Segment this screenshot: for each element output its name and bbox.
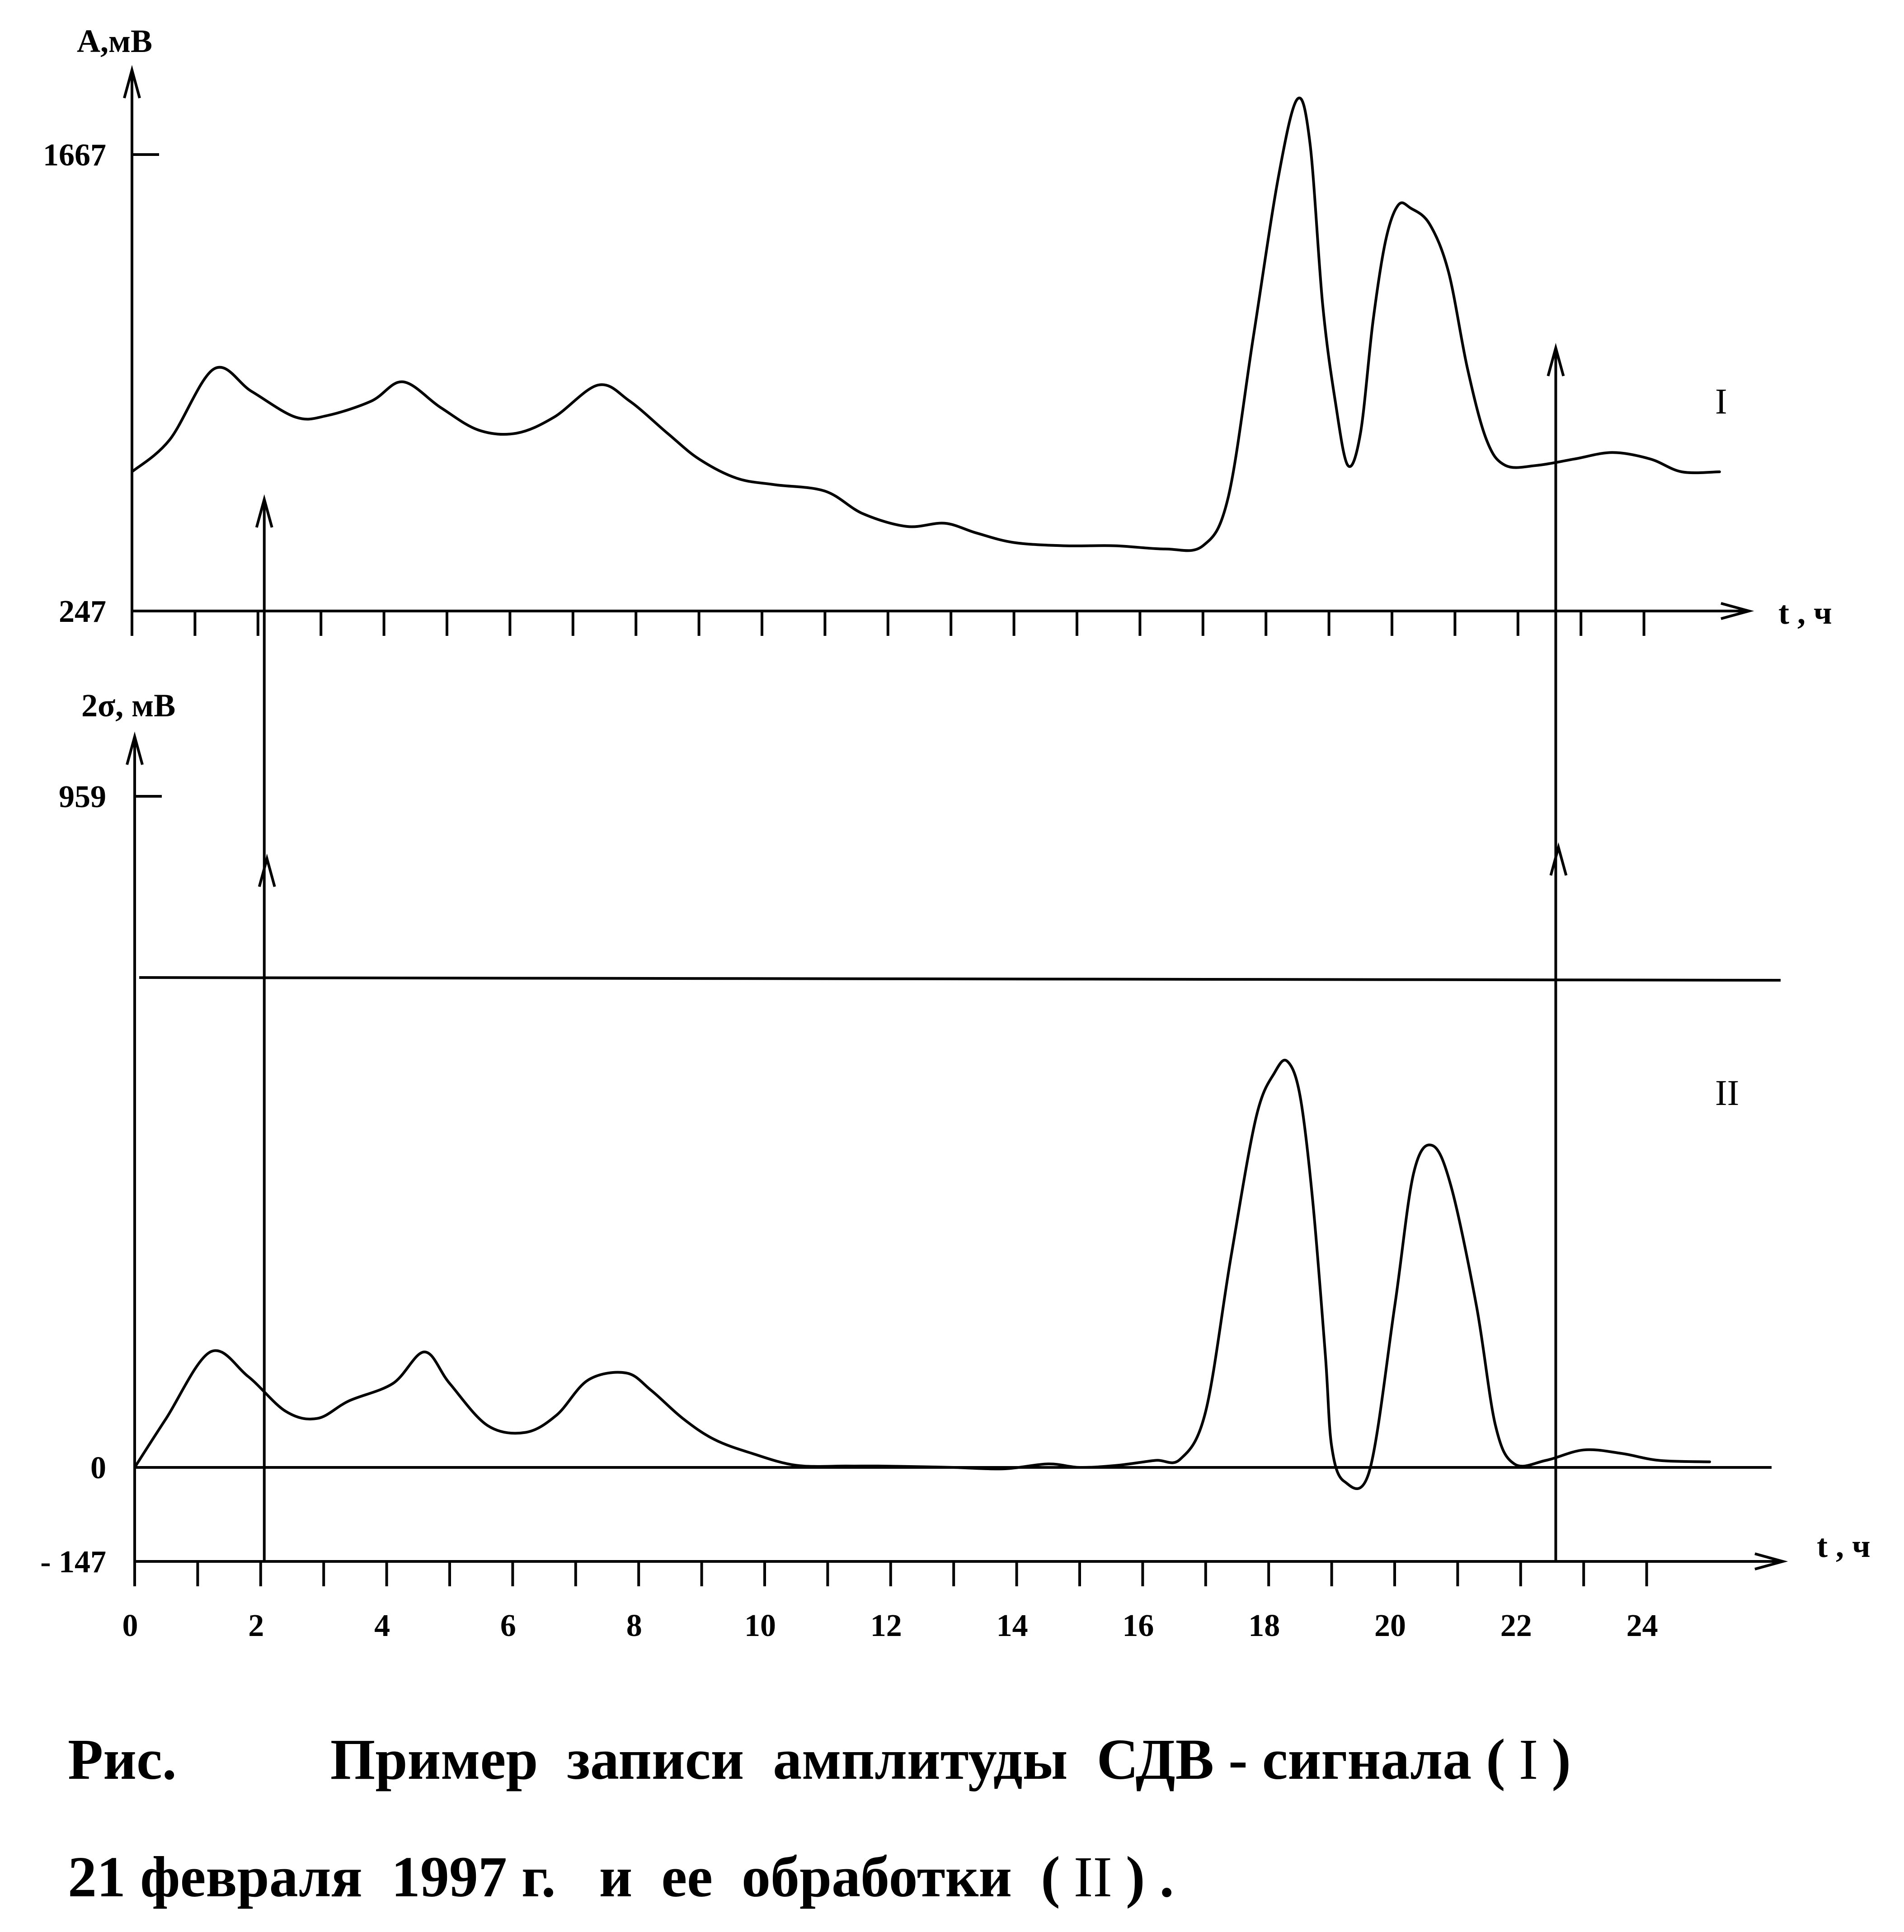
x-axis-arrow [1754,1552,1788,1570]
x-tick-label: 10 [744,1608,776,1643]
caption-date: 21 февраля 1997 г. и ее обработки ( [68,1845,1060,1909]
x-tick-label: 16 [1122,1608,1154,1643]
y-tick-label: 1667 [43,138,106,173]
caption-mark-i: I [1518,1727,1538,1791]
panel-amplitude: 1667 247 А,мВ t , ч I [43,23,1832,1561]
event-marker-arrow [1547,343,1565,376]
caption-mark-ii: II [1073,1845,1112,1909]
y-tick-label: - 147 [40,1545,106,1579]
x-tick-label: 0 [122,1608,138,1643]
x-tick-label: 24 [1627,1608,1658,1643]
x-tick-label: 18 [1248,1608,1280,1643]
caption-close: ) [1551,1727,1571,1791]
y-tick-label: 0 [90,1451,106,1485]
y-axis-arrow [126,731,144,765]
x-axis-arrow [1721,602,1754,620]
y-axis-arrow [123,65,141,99]
y-axis-label: А,мВ [77,23,152,59]
y-axis-label: 2σ, мВ [81,687,175,724]
data-curve [131,96,1721,552]
x-tick-label: 22 [1500,1608,1532,1643]
threshold-line [139,976,1781,982]
caption-title: Пример записи амплитуды СДВ - сигнала ( [330,1727,1505,1791]
caption-prefix: Рис. [68,1727,177,1791]
x-tick-label: 14 [997,1608,1028,1643]
y-tick-label: 959 [59,780,106,814]
x-tick-label: 4 [374,1608,390,1643]
caption-end: ) . [1126,1845,1174,1909]
caption-line-2: 21 февраля 1997 г. и ее обработки (II ) . [68,1844,1174,1910]
series-label: I [1715,382,1727,422]
x-axis-label: t , ч [1817,1528,1871,1564]
y-tick-label: 247 [59,594,106,629]
series-label: II [1715,1073,1739,1113]
event-marker-arrow [1549,842,1568,876]
x-tick-label: 20 [1374,1608,1406,1643]
figure: 1667 247 А,мВ t , ч I 959 0 - 147 2σ, мВ t , ч 0 2… [40,23,1870,1643]
event-marker-arrow [255,494,273,528]
x-tick-label: 8 [626,1608,642,1643]
data-curve [133,1058,1711,1490]
x-tick-label: 6 [500,1608,516,1643]
x-axis-label: t , ч [1778,595,1832,631]
x-tick-label: 12 [870,1608,902,1643]
caption-line-1: Рис. Пример записи амплитуды СДВ - сигнал… [68,1726,1571,1793]
event-marker-arrow [258,853,276,887]
x-tick-label: 2 [248,1608,264,1643]
